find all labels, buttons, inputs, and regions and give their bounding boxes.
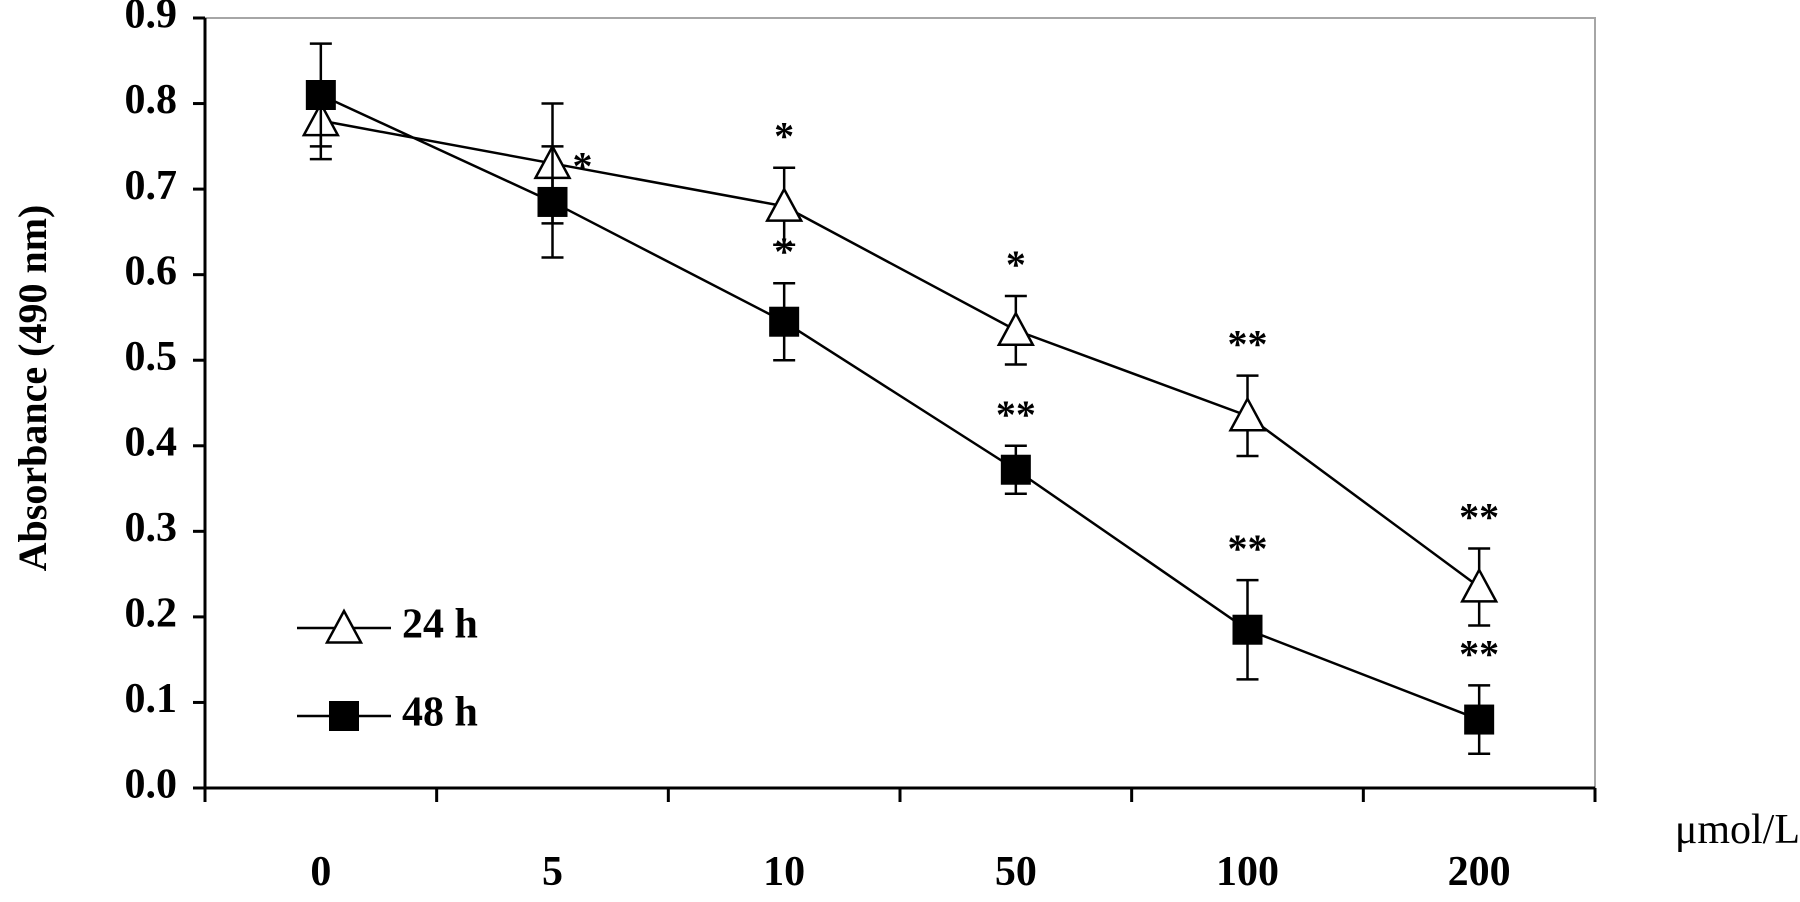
data-point: [996, 310, 1035, 346]
significance-mark: **: [1459, 631, 1499, 676]
legend-item: 24 h: [297, 602, 478, 648]
series-line: [320, 93, 1480, 721]
data-point: [1228, 396, 1267, 432]
data-point: [305, 80, 336, 110]
x-tick-label: 200: [1448, 849, 1511, 895]
y-tick-label: 0.0: [125, 762, 178, 808]
y-tick-label: 0.5: [125, 334, 178, 380]
y-tick-label: 0.9: [125, 0, 178, 38]
series-48h: [305, 42, 1495, 756]
series-layer: [301, 42, 1499, 756]
y-tick-label: 0.3: [125, 505, 178, 551]
data-point: [1460, 567, 1499, 603]
x-tick-label: 0: [310, 849, 331, 895]
y-tick-label: 0.4: [125, 419, 178, 465]
x-axis-unit-label: μmol/L: [1675, 807, 1800, 853]
y-tick-label: 0.8: [125, 77, 178, 123]
series-line: [320, 119, 1480, 588]
significance-mark: *: [774, 114, 794, 159]
significance-layer: **************: [573, 114, 1500, 677]
data-point: [1232, 614, 1263, 645]
y-tick-label: 0.6: [125, 248, 178, 294]
x-tick-label: 50: [995, 849, 1037, 895]
data-point: [765, 186, 804, 222]
legend-marker: [329, 701, 359, 731]
y-axis-ticks: 0.0 0.1 0.2 0.3 0.4 0.5 0.6 0.7 0.8 0.9: [125, 0, 205, 808]
significance-mark: **: [1228, 322, 1268, 367]
significance-mark: *: [573, 143, 593, 188]
significance-mark: *: [774, 229, 794, 274]
legend-marker: [324, 608, 364, 644]
data-point: [769, 306, 800, 337]
x-tick-label: 10: [763, 849, 805, 895]
significance-mark: **: [996, 392, 1036, 437]
data-point: [537, 186, 568, 217]
y-tick-label: 0.7: [125, 163, 178, 209]
significance-mark: *: [1006, 242, 1026, 287]
significance-mark: **: [1459, 494, 1499, 539]
legend: 24 h 48 h: [297, 602, 478, 736]
data-point: [1000, 454, 1031, 485]
y-tick-label: 0.1: [125, 676, 178, 722]
data-point: [1464, 704, 1495, 735]
legend-item: 48 h: [297, 690, 478, 736]
legend-label: 24 h: [402, 602, 478, 648]
x-tick-label: 100: [1216, 849, 1279, 895]
x-tick-label: 5: [542, 849, 563, 895]
x-axis-ticks: 0 5 10 50 100 200: [203, 788, 1597, 895]
y-axis-label: Absorbance (490 nm): [10, 205, 55, 572]
legend-label: 48 h: [402, 690, 478, 736]
y-tick-label: 0.2: [125, 591, 178, 637]
significance-mark: **: [1228, 526, 1268, 571]
